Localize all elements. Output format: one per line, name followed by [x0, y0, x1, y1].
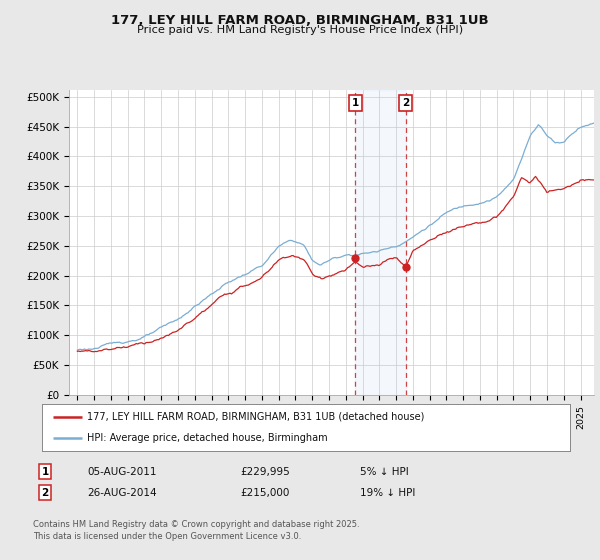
Text: Price paid vs. HM Land Registry's House Price Index (HPI): Price paid vs. HM Land Registry's House …: [137, 25, 463, 35]
Text: 2: 2: [41, 488, 49, 498]
Text: 05-AUG-2011: 05-AUG-2011: [87, 466, 157, 477]
Text: £215,000: £215,000: [240, 488, 289, 498]
Text: 2: 2: [402, 97, 409, 108]
Text: 1: 1: [41, 466, 49, 477]
Text: 26-AUG-2014: 26-AUG-2014: [87, 488, 157, 498]
Text: HPI: Average price, detached house, Birmingham: HPI: Average price, detached house, Birm…: [87, 433, 328, 444]
Text: £229,995: £229,995: [240, 466, 290, 477]
Text: Contains HM Land Registry data © Crown copyright and database right 2025.
This d: Contains HM Land Registry data © Crown c…: [33, 520, 359, 541]
Bar: [355, 90, 406, 395]
Text: 177, LEY HILL FARM ROAD, BIRMINGHAM, B31 1UB (detached house): 177, LEY HILL FARM ROAD, BIRMINGHAM, B31…: [87, 412, 424, 422]
Text: 5% ↓ HPI: 5% ↓ HPI: [360, 466, 409, 477]
Text: 177, LEY HILL FARM ROAD, BIRMINGHAM, B31 1UB: 177, LEY HILL FARM ROAD, BIRMINGHAM, B31…: [111, 14, 489, 27]
Text: 1: 1: [352, 97, 359, 108]
Text: 19% ↓ HPI: 19% ↓ HPI: [360, 488, 415, 498]
